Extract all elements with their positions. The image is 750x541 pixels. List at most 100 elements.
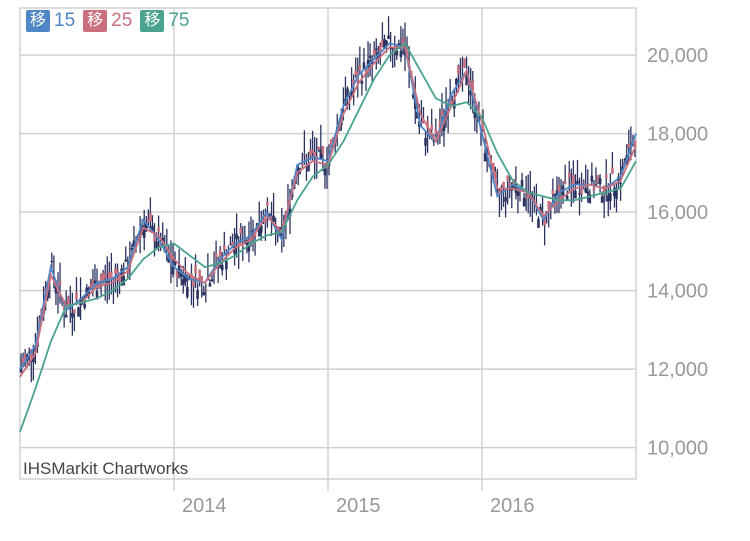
price-body bbox=[401, 37, 405, 48]
price-body bbox=[204, 289, 208, 291]
price-body bbox=[231, 242, 234, 248]
price-body bbox=[23, 353, 27, 360]
price-body bbox=[442, 121, 446, 132]
price-body bbox=[584, 188, 587, 193]
price-body bbox=[374, 48, 378, 51]
price-body bbox=[590, 175, 594, 182]
plot-frame bbox=[19, 7, 637, 480]
price-body bbox=[557, 185, 561, 194]
price-body bbox=[604, 174, 608, 179]
price-body bbox=[457, 65, 460, 74]
price-body bbox=[95, 291, 99, 300]
price-body bbox=[567, 172, 571, 178]
price-body bbox=[627, 143, 631, 148]
price-body bbox=[264, 219, 267, 223]
price-body bbox=[175, 268, 179, 279]
price-body bbox=[508, 182, 512, 189]
price-body bbox=[124, 259, 128, 262]
price-body bbox=[592, 187, 596, 191]
price-body bbox=[181, 279, 185, 285]
legend-label-ma75: 75 bbox=[168, 10, 190, 31]
price-body bbox=[518, 197, 522, 199]
price-body bbox=[502, 181, 505, 188]
price-body bbox=[270, 215, 273, 222]
price-body bbox=[190, 273, 193, 281]
price-body bbox=[426, 121, 429, 129]
price-body bbox=[241, 244, 245, 247]
price-body bbox=[463, 58, 466, 68]
price-body bbox=[245, 240, 249, 246]
price-body bbox=[212, 271, 216, 273]
price-body bbox=[198, 270, 201, 279]
price-body bbox=[305, 157, 308, 159]
price-body bbox=[331, 137, 335, 140]
price-body bbox=[202, 292, 206, 296]
price-body bbox=[105, 280, 109, 283]
legend-badge-ma15: 移 bbox=[26, 10, 51, 32]
price-body bbox=[54, 286, 58, 294]
price-body bbox=[323, 168, 327, 176]
price-body bbox=[313, 151, 316, 157]
price-body bbox=[208, 283, 212, 287]
price-body bbox=[434, 129, 438, 134]
price-body bbox=[352, 79, 355, 85]
price-body bbox=[179, 273, 183, 278]
legend-item-ma15[interactable]: 移 15 bbox=[26, 10, 75, 32]
price-body bbox=[218, 249, 222, 257]
price-body bbox=[274, 225, 277, 229]
legend-badge-ma25: 移 bbox=[83, 10, 108, 32]
price-body bbox=[272, 215, 275, 223]
price-body bbox=[432, 140, 436, 142]
legend-item-ma25[interactable]: 移 25 bbox=[83, 10, 132, 32]
price-body bbox=[108, 271, 111, 280]
price-body bbox=[21, 358, 25, 366]
price-body bbox=[572, 174, 575, 185]
price-body bbox=[475, 118, 479, 120]
x-tick-label: 2015 bbox=[336, 495, 381, 517]
price-body bbox=[73, 309, 76, 314]
price-body bbox=[565, 195, 569, 201]
price-body bbox=[444, 110, 448, 120]
price-body bbox=[516, 191, 520, 197]
price-body bbox=[257, 227, 261, 237]
price-body bbox=[549, 202, 553, 208]
price-body bbox=[563, 180, 567, 184]
price-body bbox=[580, 188, 583, 194]
price-body bbox=[101, 272, 105, 281]
price-body bbox=[619, 182, 622, 184]
price-body bbox=[144, 223, 148, 229]
price-body bbox=[372, 49, 376, 56]
price-body bbox=[329, 139, 333, 146]
y-tick-label: 20,000 bbox=[647, 45, 708, 67]
price-body bbox=[122, 276, 125, 286]
price-body bbox=[319, 149, 323, 159]
price-body bbox=[543, 216, 546, 226]
price-body bbox=[440, 110, 444, 116]
legend-label-ma15: 15 bbox=[54, 10, 76, 31]
price-body bbox=[522, 197, 526, 207]
price-body bbox=[296, 167, 300, 174]
price-body bbox=[469, 90, 473, 96]
price-body bbox=[110, 271, 113, 279]
price-body bbox=[200, 276, 204, 281]
legend-item-ma75[interactable]: 移 75 bbox=[140, 10, 189, 32]
price-body bbox=[582, 181, 585, 183]
price-body bbox=[611, 167, 614, 174]
price-body bbox=[62, 305, 66, 311]
price-body bbox=[379, 44, 382, 53]
price-body bbox=[147, 219, 150, 222]
price-body bbox=[609, 192, 612, 201]
price-body bbox=[526, 193, 530, 199]
price-body bbox=[89, 284, 93, 290]
price-body bbox=[422, 120, 425, 123]
price-body bbox=[524, 197, 528, 199]
price-body bbox=[77, 307, 80, 317]
price-body bbox=[467, 81, 470, 86]
price-body bbox=[368, 56, 372, 58]
price-body bbox=[395, 50, 399, 56]
price-body bbox=[428, 128, 431, 137]
price-body bbox=[366, 59, 370, 68]
price-body bbox=[159, 243, 162, 248]
price-body bbox=[570, 182, 573, 184]
